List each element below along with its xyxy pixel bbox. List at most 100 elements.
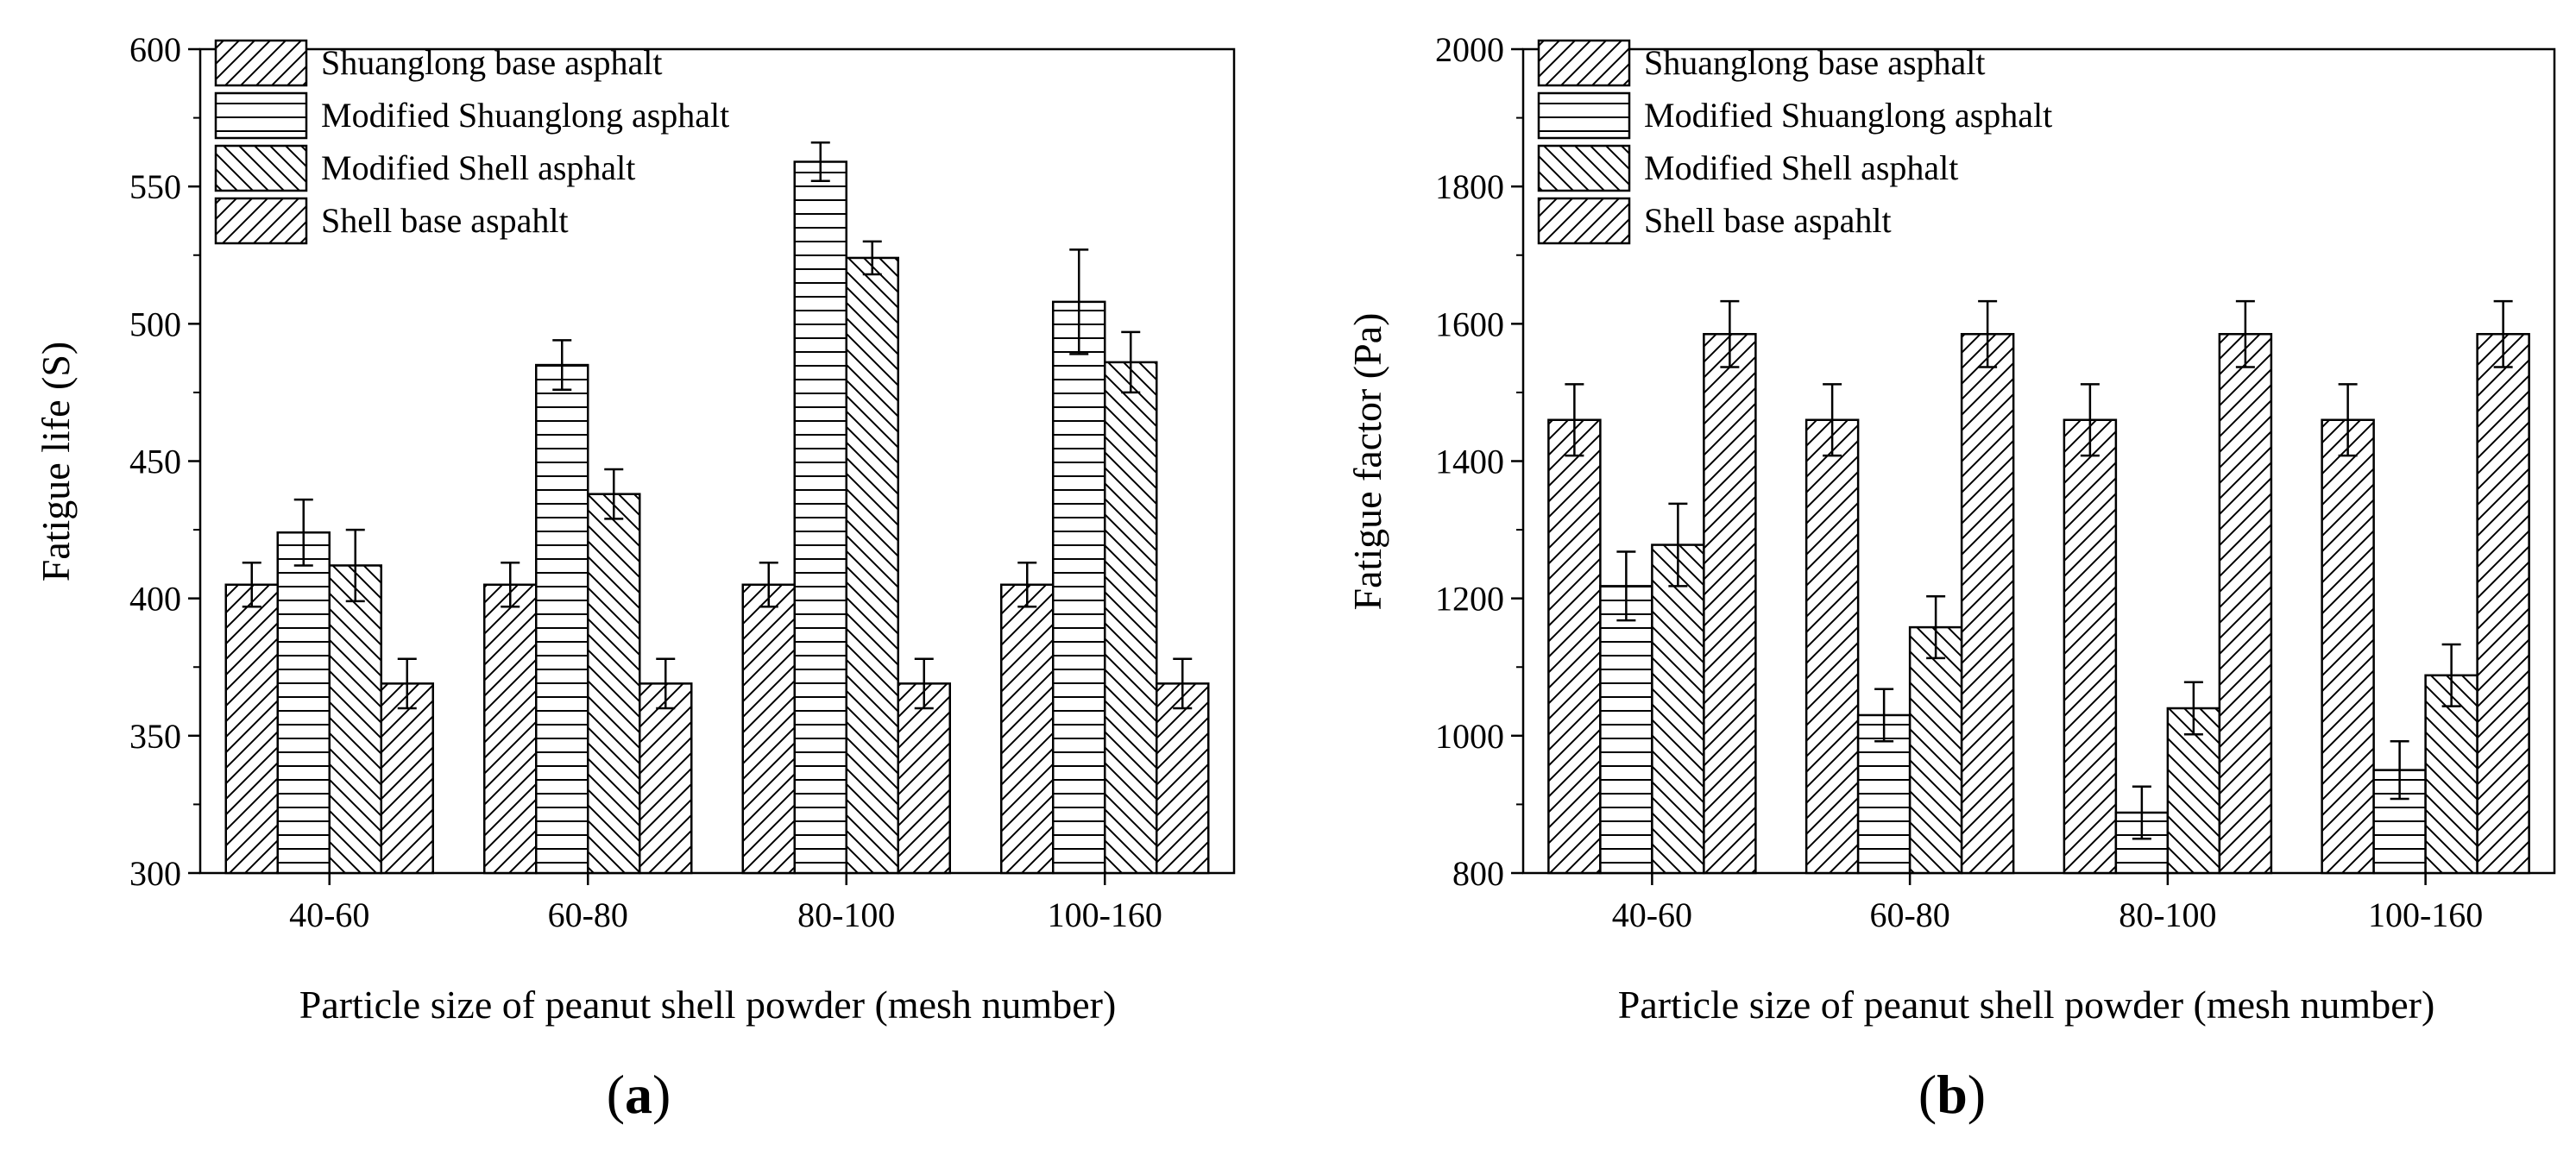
- legend-swatch: [214, 91, 308, 140]
- bar: [845, 256, 899, 875]
- x-tick-label: 100-160: [1048, 895, 1162, 934]
- error-bar: [1616, 550, 1636, 622]
- error-bar: [1069, 248, 1089, 355]
- bar: [2166, 707, 2221, 875]
- bar: [639, 682, 693, 875]
- legend-swatch: [214, 39, 308, 87]
- y-axis-label: Fatigue life (S): [34, 342, 78, 582]
- panel-letter: a: [625, 1064, 652, 1125]
- x-axis-label: Particle size of peanut shell powder (me…: [299, 983, 1117, 1027]
- bar: [793, 160, 847, 875]
- error-bar: [397, 657, 417, 710]
- bar: [1547, 418, 1602, 875]
- legend-swatch: [1537, 144, 1631, 192]
- bar: [1599, 585, 1653, 875]
- legend-label: Modified Shuanglong asphalt: [321, 96, 729, 135]
- error-bar: [501, 562, 520, 608]
- bar: [1052, 300, 1106, 875]
- x-tick-label: 40-60: [1612, 895, 1692, 934]
- error-bar: [2338, 383, 2358, 457]
- error-bar: [1668, 502, 1688, 587]
- error-bar: [552, 339, 572, 391]
- error-bar: [345, 528, 365, 603]
- error-bar: [2235, 299, 2255, 368]
- bar: [1908, 625, 1963, 875]
- legend: Shuanglong base asphalt Modified Shuanglo…: [1537, 39, 2052, 245]
- bar: [1651, 543, 1705, 875]
- error-bar: [2441, 643, 2461, 707]
- error-bar: [914, 657, 934, 710]
- y-axis-label: Fatigue factor (Pa): [1345, 313, 1389, 611]
- legend-swatch: [1537, 91, 1631, 140]
- error-bar: [1565, 383, 1584, 457]
- bar: [224, 583, 279, 875]
- legend-label: Shell base aspahlt: [1644, 201, 1892, 240]
- legend-label: Modified Shuanglong asphalt: [1644, 96, 2052, 135]
- legend-label: Modified Shell asphalt: [321, 148, 635, 187]
- x-tick-label: 80-100: [2119, 895, 2216, 934]
- error-bar: [1874, 688, 1894, 743]
- error-bar: [1823, 383, 1842, 457]
- y-tick-label: 1600: [1435, 305, 1504, 343]
- y-tick-label: 1400: [1435, 443, 1504, 481]
- bar: [535, 363, 589, 875]
- bar: [1104, 361, 1158, 875]
- error-bar: [1926, 595, 1946, 660]
- svg-text:(a): (a): [607, 1064, 671, 1125]
- error-bar: [1173, 657, 1193, 710]
- bar: [897, 682, 951, 875]
- y-tick-label: 400: [129, 580, 181, 619]
- error-bar: [604, 468, 624, 520]
- bar: [1804, 418, 1860, 875]
- y-tick-label: 350: [129, 717, 181, 756]
- y-tick-label: 1000: [1435, 717, 1504, 756]
- error-bar: [2493, 299, 2513, 368]
- legend-swatch: [1537, 39, 1631, 87]
- x-axis-label: Particle size of peanut shell powder (me…: [1618, 983, 2435, 1027]
- bar: [2321, 418, 2375, 875]
- error-bar: [1017, 562, 1037, 608]
- y-tick-label: 800: [1452, 854, 1504, 893]
- bar: [2063, 418, 2118, 875]
- x-tick-label: 60-80: [548, 895, 628, 934]
- legend-swatch: [214, 197, 308, 245]
- bar: [1703, 333, 1757, 875]
- error-bar: [759, 562, 778, 608]
- chart-panel-b: Fatigue factor (Pa) Particle size of pea…: [1345, 30, 2556, 1125]
- error-bar: [1720, 299, 1740, 368]
- error-bar: [2183, 681, 2203, 736]
- legend-swatch: [1537, 197, 1631, 245]
- panel-caption: (b): [1918, 1064, 1986, 1125]
- error-bar: [293, 498, 313, 567]
- y-tick-label: 550: [129, 167, 181, 206]
- bar: [328, 564, 382, 875]
- y-tick-label: 600: [129, 30, 181, 69]
- legend: Shuanglong base asphalt Modified Shuanglo…: [214, 39, 729, 245]
- panel-caption: (a): [607, 1064, 671, 1125]
- legend-label: Shell base aspahlt: [321, 201, 569, 240]
- error-bar: [2390, 739, 2409, 801]
- error-bar: [1978, 299, 1998, 368]
- y-tick-label: 1800: [1435, 167, 1504, 206]
- bar: [741, 583, 796, 875]
- bar: [276, 531, 331, 875]
- y-tick-label: 300: [129, 854, 181, 893]
- bar: [380, 682, 434, 875]
- svg-text:(b): (b): [1918, 1064, 1986, 1125]
- bar: [2476, 333, 2530, 875]
- x-tick-label: 80-100: [797, 895, 895, 934]
- legend-swatch: [214, 144, 308, 192]
- bar: [1000, 583, 1055, 875]
- x-tick-label: 60-80: [1869, 895, 1949, 934]
- bar: [1156, 682, 1210, 875]
- panel-letter: b: [1937, 1064, 1968, 1125]
- y-tick-label: 500: [129, 305, 181, 343]
- x-tick-label: 100-160: [2368, 895, 2483, 934]
- bar: [483, 583, 538, 875]
- error-bar: [242, 562, 261, 608]
- y-tick-label: 1200: [1435, 580, 1504, 619]
- error-bar: [862, 240, 882, 276]
- error-bar: [656, 657, 676, 710]
- legend-label: Modified Shell asphalt: [1644, 148, 1958, 187]
